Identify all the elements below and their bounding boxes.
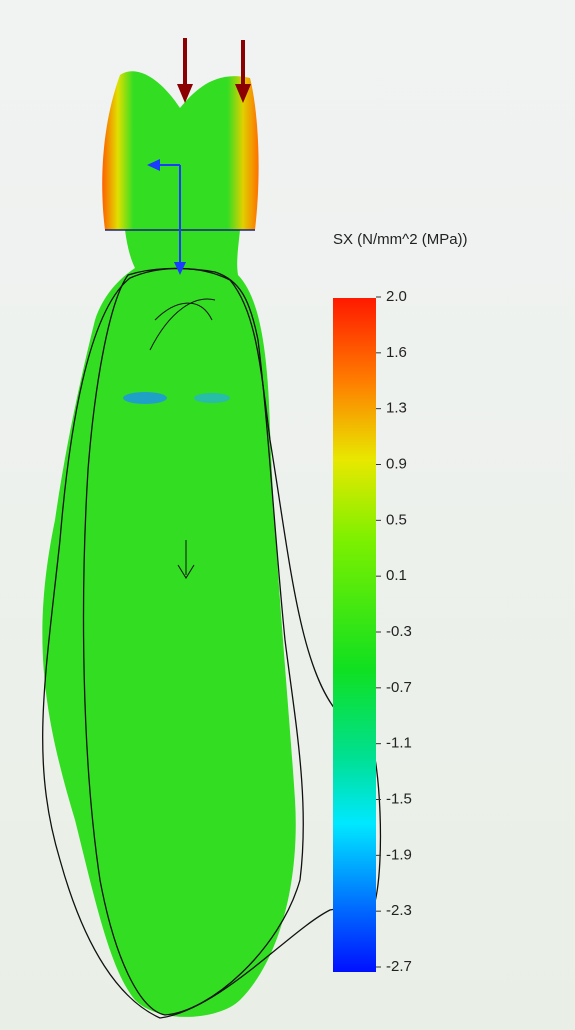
- legend-label: 0.1: [386, 567, 407, 584]
- legend-label: -1.1: [386, 735, 412, 752]
- legend-label: 1.6: [386, 344, 407, 361]
- legend-label: -2.3: [386, 902, 412, 919]
- legend-label: 2.0: [386, 288, 407, 305]
- legend-label: -1.5: [386, 790, 412, 807]
- screenshot: SX (N/mm^2 (MPa)) 2.0 1.6 1.3 0.9 0.5 0.1 -0.3…: [0, 0, 575, 1030]
- legend-label: -0.7: [386, 679, 412, 696]
- legend-label: -2.7: [386, 958, 412, 975]
- legend-title: SX (N/mm^2 (MPa)): [333, 231, 468, 248]
- legend-label: -0.3: [386, 623, 412, 640]
- legend-label: 1.3: [386, 400, 407, 417]
- legend-label: 0.5: [386, 511, 407, 528]
- legend-label: -1.9: [386, 846, 412, 863]
- legend-label: 0.9: [386, 455, 407, 472]
- color-scale: [333, 298, 376, 972]
